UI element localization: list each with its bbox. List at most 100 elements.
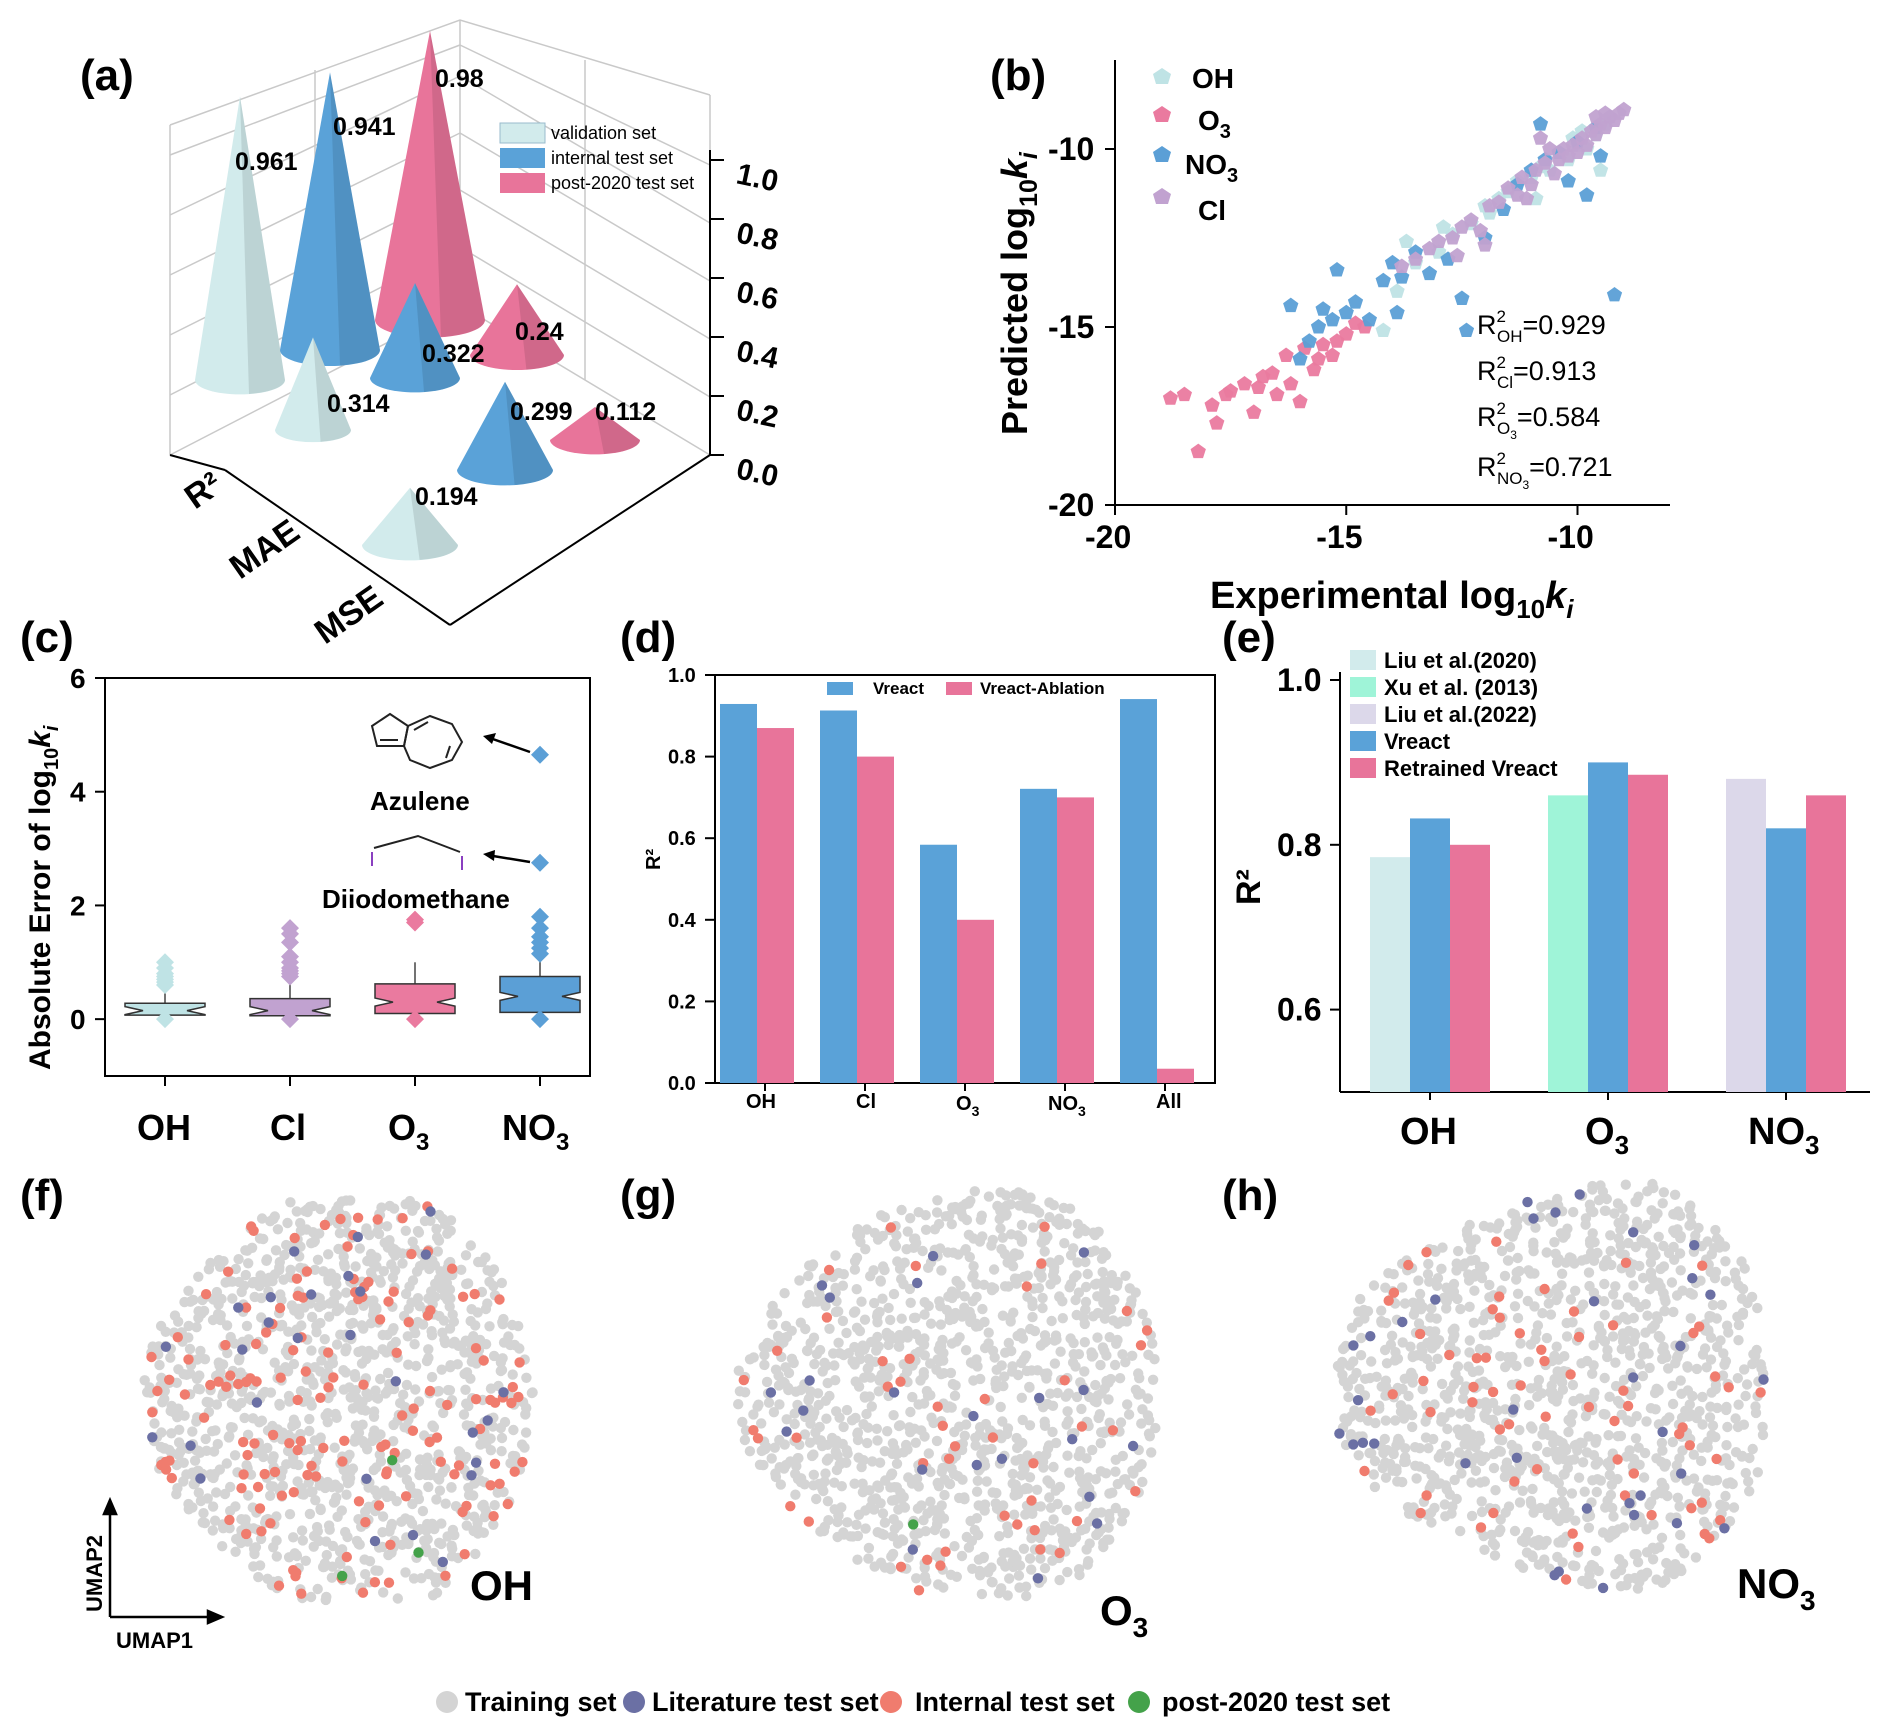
umap-point-training <box>1427 1335 1438 1346</box>
d-bar-ablation-oh <box>757 728 794 1083</box>
umap-point-training <box>1423 1258 1434 1270</box>
b-point-o3 <box>1209 415 1225 430</box>
umap-point-training <box>863 1362 874 1374</box>
umap-point-training <box>1004 1573 1015 1584</box>
umap-point-training <box>1638 1472 1650 1483</box>
umap-point-training <box>411 1266 423 1277</box>
umap-point-training <box>1532 1320 1544 1331</box>
umap-point-training <box>1061 1218 1073 1230</box>
umap-point-training <box>1051 1334 1062 1345</box>
umap-point-training <box>1527 1423 1538 1434</box>
umap-point-training <box>1667 1380 1678 1392</box>
azulene-arrow <box>486 735 531 754</box>
axis-a-z: 0.0 0.2 0.4 0.6 0.8 1.0 <box>709 150 782 494</box>
diiodomethane-structure <box>371 834 463 870</box>
umap-point-internal <box>275 1372 286 1383</box>
umap-point-training <box>496 1432 508 1444</box>
umap-point-training <box>1339 1413 1350 1424</box>
umap-point-internal <box>374 1314 386 1325</box>
umap-point-training <box>1636 1517 1647 1528</box>
umap-point-training <box>489 1500 500 1511</box>
umap-point-training <box>1699 1516 1710 1528</box>
umap-point-training <box>410 1360 422 1372</box>
umap-point-training <box>1507 1208 1518 1219</box>
umap-point-internal <box>785 1501 796 1512</box>
plot-e-axes: 0.60.81.0 <box>1277 662 1787 1100</box>
umap-point-training <box>1624 1445 1635 1456</box>
umap-point-training <box>353 1538 364 1550</box>
umap-point-training <box>1608 1511 1619 1522</box>
b-point-cl <box>1449 247 1465 263</box>
b-point-cl <box>1616 101 1632 117</box>
umap-point-training <box>1675 1543 1686 1554</box>
umap-point-training <box>407 1205 418 1217</box>
umap-point-training <box>786 1353 798 1365</box>
umap-point-training <box>905 1213 916 1224</box>
b-point-o3 <box>1269 386 1285 402</box>
umap-point-training <box>183 1285 194 1297</box>
umap-point-training <box>1476 1496 1487 1507</box>
umap-point-literature <box>1581 1503 1593 1514</box>
umap-point-training <box>1702 1474 1713 1485</box>
e-bar-ref-oh <box>1370 857 1410 1092</box>
umap-point-training <box>1409 1442 1421 1453</box>
umap-point-training <box>1729 1267 1741 1278</box>
umap-point-training <box>1684 1220 1695 1231</box>
umap-point-training <box>323 1392 334 1404</box>
umap-point-training <box>1096 1388 1107 1399</box>
cone-body <box>362 487 458 561</box>
umap-point-training <box>965 1316 976 1328</box>
b-point-cl <box>1445 230 1461 245</box>
umap-point-training <box>410 1384 421 1395</box>
a-val-5: 0.24 <box>515 318 564 346</box>
umap-point-training <box>856 1461 867 1473</box>
umap-point-training <box>407 1275 419 1286</box>
umap-point-training <box>230 1501 241 1512</box>
umap-point-training <box>430 1291 441 1303</box>
cone-mae-post2020 <box>470 284 564 371</box>
umap-point-training <box>1630 1241 1642 1253</box>
umap-point-internal <box>403 1317 414 1328</box>
umap-point-training <box>436 1518 447 1529</box>
a-tick-2: 0.4 <box>734 335 782 376</box>
umap-point-training <box>1591 1486 1603 1498</box>
umap-point-training <box>1687 1390 1698 1402</box>
cone-shade <box>410 487 458 560</box>
umap-point-training <box>994 1531 1005 1542</box>
umap-point-training <box>1654 1542 1665 1553</box>
umap-point-training <box>1545 1309 1557 1320</box>
umap-point-training <box>1532 1440 1543 1452</box>
legend-a-swatch-0 <box>499 122 546 144</box>
umap-point-internal <box>225 1370 236 1381</box>
umap-point-training <box>1543 1503 1555 1514</box>
umap-point-training <box>893 1341 904 1352</box>
umap-point-training <box>386 1518 398 1530</box>
umap-point-internal <box>922 1554 933 1566</box>
umap-point-training <box>920 1224 932 1236</box>
umap-point-training <box>271 1551 282 1562</box>
umap-point-training <box>323 1311 335 1322</box>
umap-point-internal <box>292 1444 303 1456</box>
umap-point-literature <box>1758 1374 1769 1385</box>
umap-point-training <box>1577 1575 1588 1587</box>
umap-point-training <box>414 1301 425 1312</box>
umap-point-literature <box>1365 1331 1376 1342</box>
b-point-oh <box>1389 283 1405 298</box>
umap-point-internal <box>910 1260 921 1272</box>
umap-point-literature <box>927 1250 939 1262</box>
umap-point-training <box>496 1446 507 1457</box>
umap-point-training <box>998 1500 1009 1511</box>
umap-point-training <box>1455 1525 1466 1537</box>
umap-point-training <box>1711 1341 1723 1353</box>
umap-point-training <box>947 1202 958 1213</box>
umap-point-training <box>1634 1358 1646 1370</box>
umap-point-training <box>341 1489 352 1500</box>
umap-point-internal <box>470 1394 482 1405</box>
umap-no3 <box>1332 1178 1769 1594</box>
umap-point-internal <box>319 1219 331 1231</box>
umap-point-internal <box>267 1429 279 1441</box>
umap-point-training <box>824 1323 835 1335</box>
umap-point-internal <box>295 1435 307 1447</box>
umap-point-training <box>1054 1291 1065 1303</box>
umap-point-training <box>979 1316 990 1328</box>
